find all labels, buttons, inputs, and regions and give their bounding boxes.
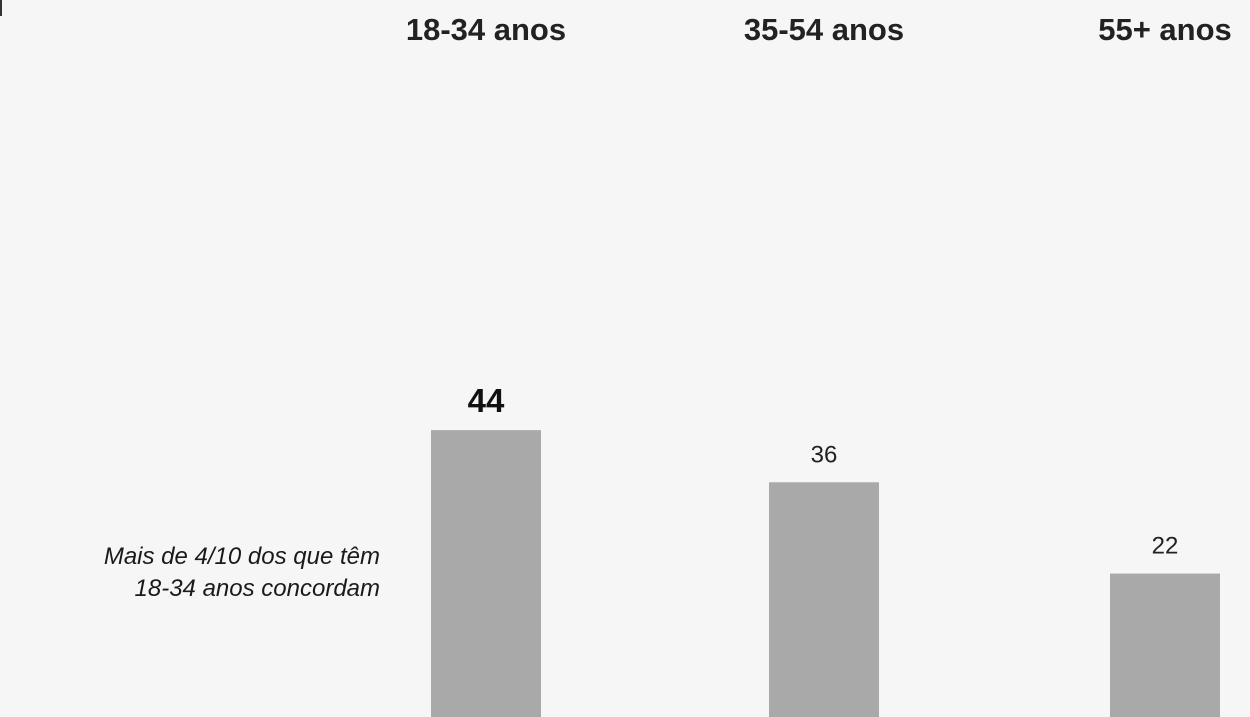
data-label: 44: [468, 382, 505, 419]
corner-mark: [0, 0, 2, 16]
annotation-text: Mais de 4/10 dos que têm 18-34 anos conc…: [20, 541, 380, 605]
bar: [769, 482, 879, 717]
data-label: 36: [811, 441, 838, 468]
annotation-line-1: Mais de 4/10 dos que têm: [103, 543, 380, 570]
category-label: 35-54 anos: [744, 12, 904, 47]
category-label: 55+ anos: [1098, 12, 1232, 47]
data-label: 22: [1152, 533, 1179, 560]
bar: [431, 430, 541, 717]
bar: [1110, 573, 1220, 717]
category-label: 18-34 anos: [406, 12, 566, 47]
annotation-line-2: 18-34 anos concordam: [134, 575, 380, 602]
